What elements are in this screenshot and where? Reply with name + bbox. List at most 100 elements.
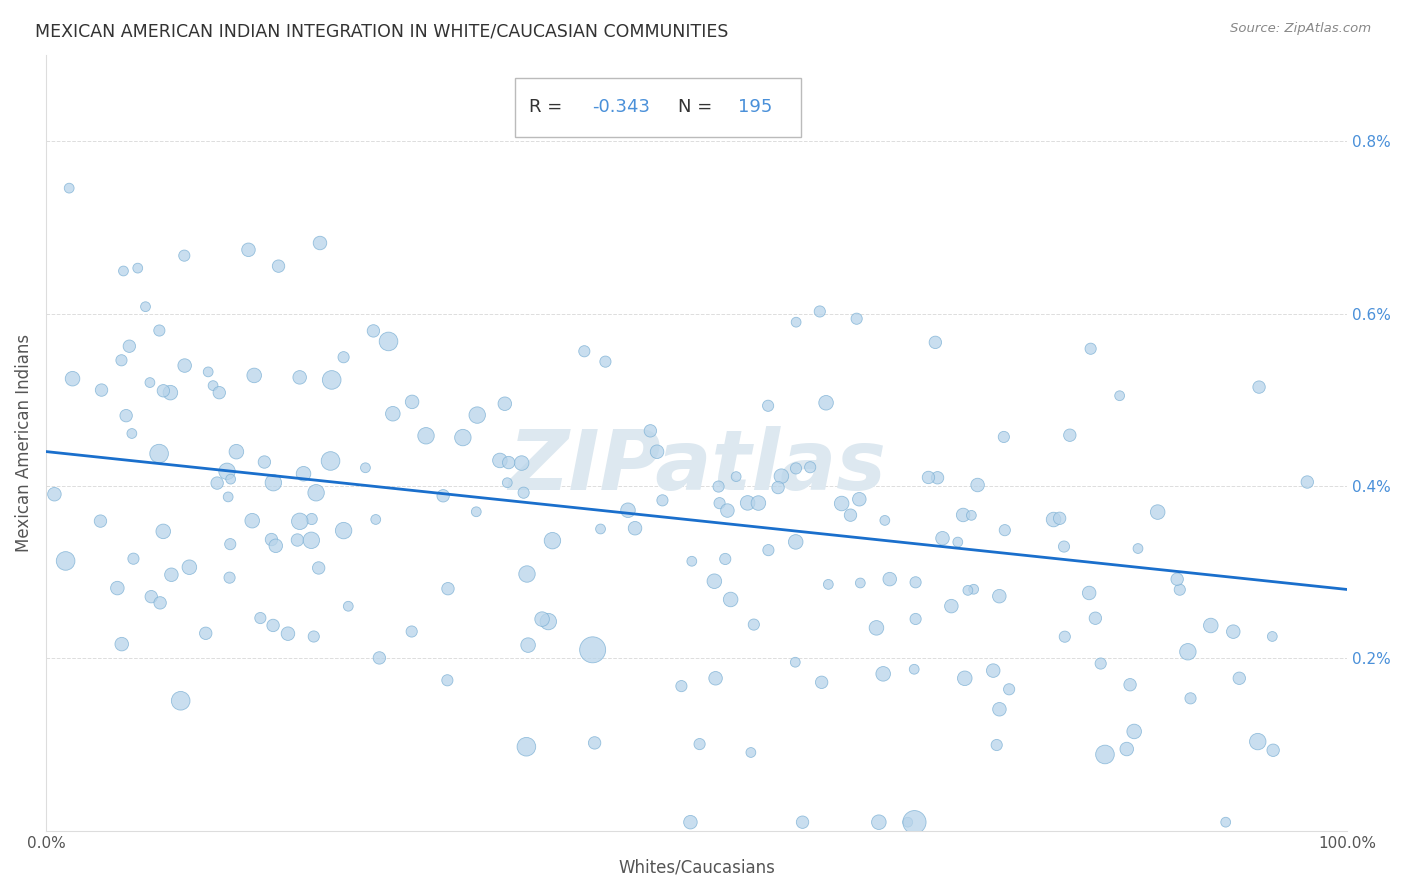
Point [988, 702, 1011, 716]
Text: Source: ZipAtlas.com: Source: ZipAtlas.com [1230, 22, 1371, 36]
Point [946, 535, 969, 549]
Point [139, 376, 162, 390]
Point [1177, 645, 1199, 659]
Point [110, 353, 132, 368]
Point [112, 264, 135, 278]
Point [879, 572, 901, 586]
Point [689, 737, 711, 751]
Point [152, 384, 174, 398]
Point [1215, 815, 1237, 830]
Point [170, 694, 193, 708]
Point [215, 464, 238, 478]
Point [679, 815, 702, 830]
Point [1296, 475, 1319, 489]
Point [707, 479, 730, 493]
Point [512, 485, 534, 500]
Point [766, 481, 789, 495]
Point [1059, 428, 1081, 442]
Point [205, 476, 228, 491]
Point [645, 444, 668, 458]
Point [277, 626, 299, 640]
Point [1049, 511, 1071, 525]
Point [897, 815, 920, 830]
Point [332, 524, 354, 538]
Point [111, 637, 134, 651]
Point [489, 453, 512, 467]
Point [465, 505, 488, 519]
Point [848, 492, 870, 507]
Point [1261, 630, 1284, 644]
Point [917, 470, 939, 484]
Point [253, 455, 276, 469]
Point [240, 514, 263, 528]
Point [1078, 586, 1101, 600]
Point [709, 496, 731, 510]
Point [301, 512, 323, 526]
Point [849, 576, 872, 591]
Point [401, 624, 423, 639]
Point [305, 485, 328, 500]
Point [225, 444, 247, 458]
Point [537, 615, 560, 629]
Point [127, 261, 149, 276]
Point [799, 460, 821, 475]
Point [651, 493, 673, 508]
Point [617, 503, 640, 517]
Point [141, 590, 163, 604]
Point [517, 638, 540, 652]
Point [494, 397, 516, 411]
Point [260, 533, 283, 547]
Point [288, 370, 311, 384]
Point [737, 496, 759, 510]
Point [924, 335, 946, 350]
Point [903, 815, 925, 830]
Point [531, 612, 554, 626]
Point [865, 621, 887, 635]
Point [465, 408, 488, 422]
Point [287, 533, 309, 547]
Text: ZIPatlas: ZIPatlas [508, 425, 886, 507]
Point [872, 666, 894, 681]
Point [574, 344, 596, 359]
Point [595, 354, 617, 368]
Point [415, 429, 437, 443]
Point [704, 671, 727, 685]
Point [218, 571, 240, 585]
Point [238, 243, 260, 257]
Point [725, 469, 748, 483]
Point [785, 655, 807, 669]
Point [1053, 630, 1076, 644]
Point [89, 514, 111, 528]
Point [716, 503, 738, 517]
Point [986, 738, 1008, 752]
Y-axis label: Mexican American Indians: Mexican American Indians [15, 334, 32, 552]
Point [785, 535, 807, 549]
Point [363, 324, 385, 338]
Point [134, 300, 156, 314]
Point [770, 469, 793, 483]
Point [219, 472, 242, 486]
Point [249, 611, 271, 625]
Point [173, 359, 195, 373]
Point [624, 521, 647, 535]
Text: N =: N = [678, 98, 717, 117]
Text: MEXICAN AMERICAN INDIAN INTEGRATION IN WHITE/CAUCASIAN COMMUNITIES: MEXICAN AMERICAN INDIAN INTEGRATION IN W… [35, 22, 728, 40]
Point [288, 514, 311, 528]
Point [160, 567, 183, 582]
Point [903, 662, 925, 676]
Point [308, 561, 330, 575]
Point [149, 596, 172, 610]
Point [496, 475, 519, 490]
Point [1146, 505, 1168, 519]
Point [122, 551, 145, 566]
Point [1123, 724, 1146, 739]
Point [377, 334, 399, 349]
Point [1168, 582, 1191, 597]
Point [498, 456, 520, 470]
Point [808, 304, 831, 318]
Point [219, 537, 242, 551]
Point [993, 430, 1015, 444]
Point [792, 815, 814, 830]
Point [319, 454, 342, 468]
X-axis label: Whites/Caucasians: Whites/Caucasians [619, 859, 775, 877]
